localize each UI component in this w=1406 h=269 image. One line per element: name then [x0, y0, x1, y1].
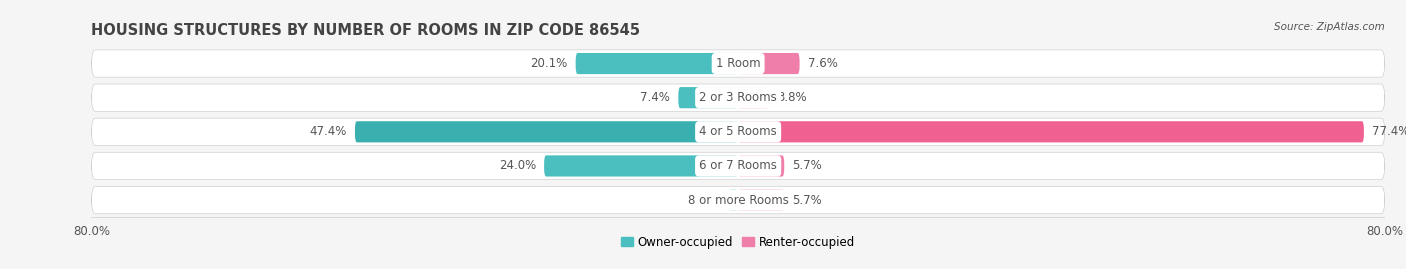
FancyBboxPatch shape	[91, 84, 1385, 111]
FancyBboxPatch shape	[738, 53, 800, 74]
Text: 47.4%: 47.4%	[309, 125, 347, 138]
Text: 2 or 3 Rooms: 2 or 3 Rooms	[699, 91, 778, 104]
Text: Source: ZipAtlas.com: Source: ZipAtlas.com	[1274, 22, 1385, 31]
FancyBboxPatch shape	[678, 87, 738, 108]
FancyBboxPatch shape	[354, 121, 738, 142]
Text: 6 or 7 Rooms: 6 or 7 Rooms	[699, 160, 778, 172]
FancyBboxPatch shape	[738, 189, 785, 211]
Text: 1.1%: 1.1%	[692, 194, 721, 207]
Text: 24.0%: 24.0%	[499, 160, 536, 172]
FancyBboxPatch shape	[91, 118, 1385, 146]
Text: 7.4%: 7.4%	[640, 91, 671, 104]
FancyBboxPatch shape	[738, 121, 1364, 142]
FancyBboxPatch shape	[91, 50, 1385, 77]
Text: HOUSING STRUCTURES BY NUMBER OF ROOMS IN ZIP CODE 86545: HOUSING STRUCTURES BY NUMBER OF ROOMS IN…	[91, 23, 640, 38]
FancyBboxPatch shape	[738, 87, 769, 108]
Text: 20.1%: 20.1%	[530, 57, 568, 70]
Text: 5.7%: 5.7%	[793, 194, 823, 207]
Text: 8 or more Rooms: 8 or more Rooms	[688, 194, 789, 207]
Text: 7.6%: 7.6%	[807, 57, 838, 70]
Text: 5.7%: 5.7%	[793, 160, 823, 172]
FancyBboxPatch shape	[575, 53, 738, 74]
Text: 3.8%: 3.8%	[778, 91, 807, 104]
FancyBboxPatch shape	[738, 155, 785, 176]
Text: 1 Room: 1 Room	[716, 57, 761, 70]
FancyBboxPatch shape	[91, 152, 1385, 180]
FancyBboxPatch shape	[544, 155, 738, 176]
Text: 77.4%: 77.4%	[1372, 125, 1406, 138]
Text: 4 or 5 Rooms: 4 or 5 Rooms	[699, 125, 778, 138]
Legend: Owner-occupied, Renter-occupied: Owner-occupied, Renter-occupied	[616, 231, 860, 254]
FancyBboxPatch shape	[730, 189, 738, 211]
FancyBboxPatch shape	[91, 186, 1385, 214]
